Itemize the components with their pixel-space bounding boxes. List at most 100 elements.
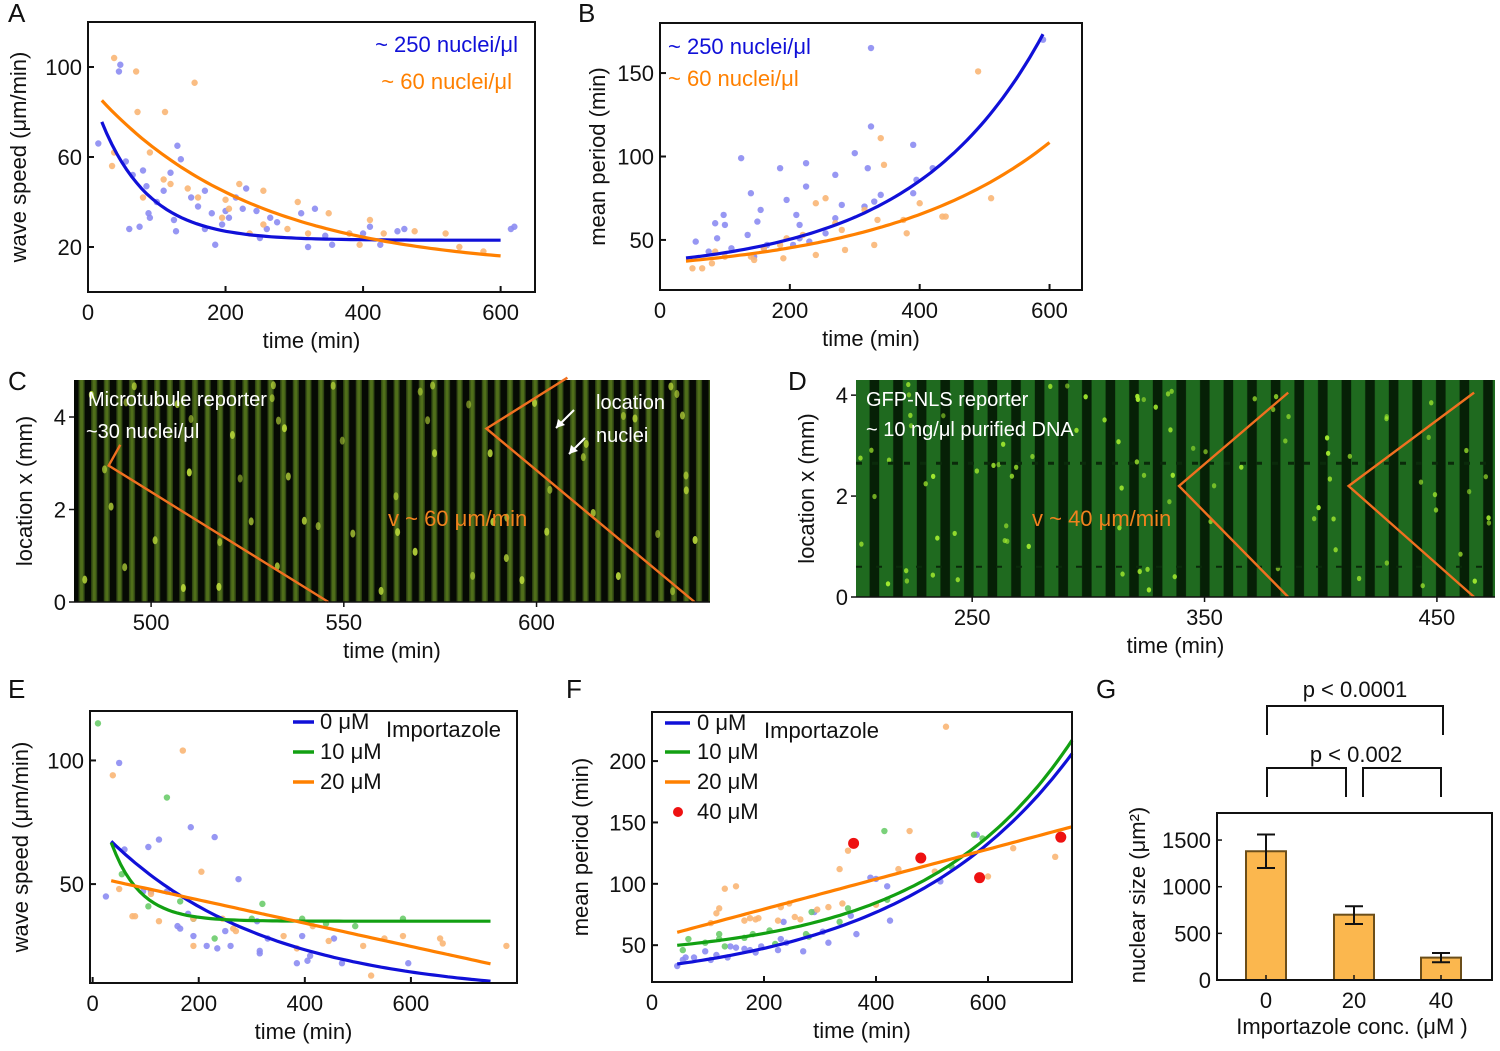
nucleus-speck <box>229 431 235 440</box>
x-tick-label: 400 <box>286 991 323 1016</box>
panel-label-a: A <box>8 0 26 28</box>
panel-e-chart: 0 200 400 600 50 100 time (min) wave speed (μm/… <box>8 709 518 1044</box>
data-point <box>456 243 463 251</box>
nucleus-speck <box>519 576 525 585</box>
wave-front-line <box>1346 391 1475 598</box>
nucleus-speck <box>1102 417 1107 423</box>
nucleus-speck <box>285 472 291 481</box>
data-point <box>167 180 174 188</box>
series-points-orange <box>689 68 995 272</box>
nucleus-speck <box>620 411 626 420</box>
nucleus-speck <box>270 381 276 390</box>
data-point <box>176 925 184 932</box>
data-point <box>170 216 178 224</box>
data-point <box>825 903 832 911</box>
x-axis-title: Importazole conc. (μM ) <box>1236 1014 1468 1039</box>
x-tick-label: 0 <box>87 991 99 1016</box>
panel-f-chart: 0 200 400 600 50 100 150 200 time (min) mean peri… <box>568 710 1074 1043</box>
nucleus-speck <box>1203 449 1208 455</box>
nucleus-speck <box>504 513 510 522</box>
nucleus-speck <box>935 535 940 541</box>
data-point <box>702 948 709 955</box>
x-tick-label: 200 <box>771 298 808 323</box>
nucleus-speck <box>532 398 538 407</box>
data-point <box>256 947 263 955</box>
legend-label: 10 μM <box>320 739 382 764</box>
panel-label-d: D <box>788 366 807 396</box>
data-point <box>187 824 194 831</box>
nucleus-speck <box>123 398 129 407</box>
data-point <box>322 232 329 239</box>
x-tick-label: 350 <box>1186 605 1223 630</box>
nucleus-speck <box>683 471 689 480</box>
data-point <box>685 935 692 943</box>
data-point <box>802 183 810 190</box>
data-point <box>366 223 374 230</box>
nucleus-speck <box>1486 515 1491 521</box>
data-point <box>791 913 798 921</box>
data-point <box>227 942 234 950</box>
nucleus-speck <box>82 575 88 584</box>
nucleus-speck <box>1347 453 1353 459</box>
nucleus-speck <box>1169 388 1174 394</box>
data-point <box>886 917 894 924</box>
nucleus-speck <box>1137 568 1142 575</box>
nucleus-speck <box>547 485 553 494</box>
nucleus-speck <box>1026 543 1031 549</box>
data-point <box>942 723 950 730</box>
nucleus-speck <box>1466 489 1472 495</box>
nucleus-speck <box>248 517 254 526</box>
data-point <box>705 248 712 255</box>
y-tick-label: 0 <box>836 585 848 610</box>
data-point <box>117 61 124 68</box>
data-point <box>871 241 878 249</box>
nucleus-speck <box>1141 472 1147 478</box>
nucleus-speck <box>281 424 287 433</box>
data-point <box>172 228 180 235</box>
x-tick-label: 0 <box>1260 988 1272 1013</box>
data-point <box>139 167 147 174</box>
data-point <box>405 960 412 967</box>
data-point <box>877 134 884 142</box>
data-point <box>838 201 845 209</box>
data-point <box>236 180 243 188</box>
fit-line-orange <box>100 99 501 258</box>
data-point <box>143 183 150 190</box>
nucleus-speck <box>859 541 864 547</box>
data-point <box>212 241 219 248</box>
y-tick-label: 50 <box>630 228 654 253</box>
nucleus-speck <box>1384 560 1390 566</box>
data-point <box>841 246 849 254</box>
nucleus-speck <box>217 538 223 547</box>
y-axis-title: location x (mm) <box>12 416 37 566</box>
nucleus-speck <box>339 436 345 445</box>
data-point <box>359 230 367 237</box>
panel-labels: A B C D E F G <box>8 0 1116 704</box>
data-point <box>294 198 301 206</box>
y-tick-label: 500 <box>1174 921 1211 946</box>
x-axis-title: time (min) <box>343 638 441 663</box>
data-point <box>174 142 181 149</box>
nucleus-speck <box>583 439 589 448</box>
data-point <box>737 154 745 162</box>
data-point <box>836 918 843 926</box>
data-point <box>161 108 169 116</box>
data-point <box>366 216 374 224</box>
data-point <box>877 191 884 199</box>
data-point <box>242 185 250 192</box>
y-tick-label: 50 <box>60 872 84 897</box>
data-point <box>716 905 723 912</box>
data-point <box>814 906 821 913</box>
significance-label-0-20: p < 0.002 <box>1310 742 1402 767</box>
nucleus-speck <box>1172 574 1177 580</box>
data-point <box>304 230 312 237</box>
data-point <box>330 935 338 942</box>
data-point <box>134 108 141 116</box>
data-point <box>699 265 706 272</box>
annotation-dna: ~ 10 ng/μl purified DNA <box>866 419 1074 441</box>
data-point <box>741 945 748 953</box>
nucleus-speck <box>417 387 423 396</box>
nucleus-speck <box>886 457 892 463</box>
y-axis-title: mean period (min) <box>568 758 593 937</box>
data-point <box>232 927 240 935</box>
